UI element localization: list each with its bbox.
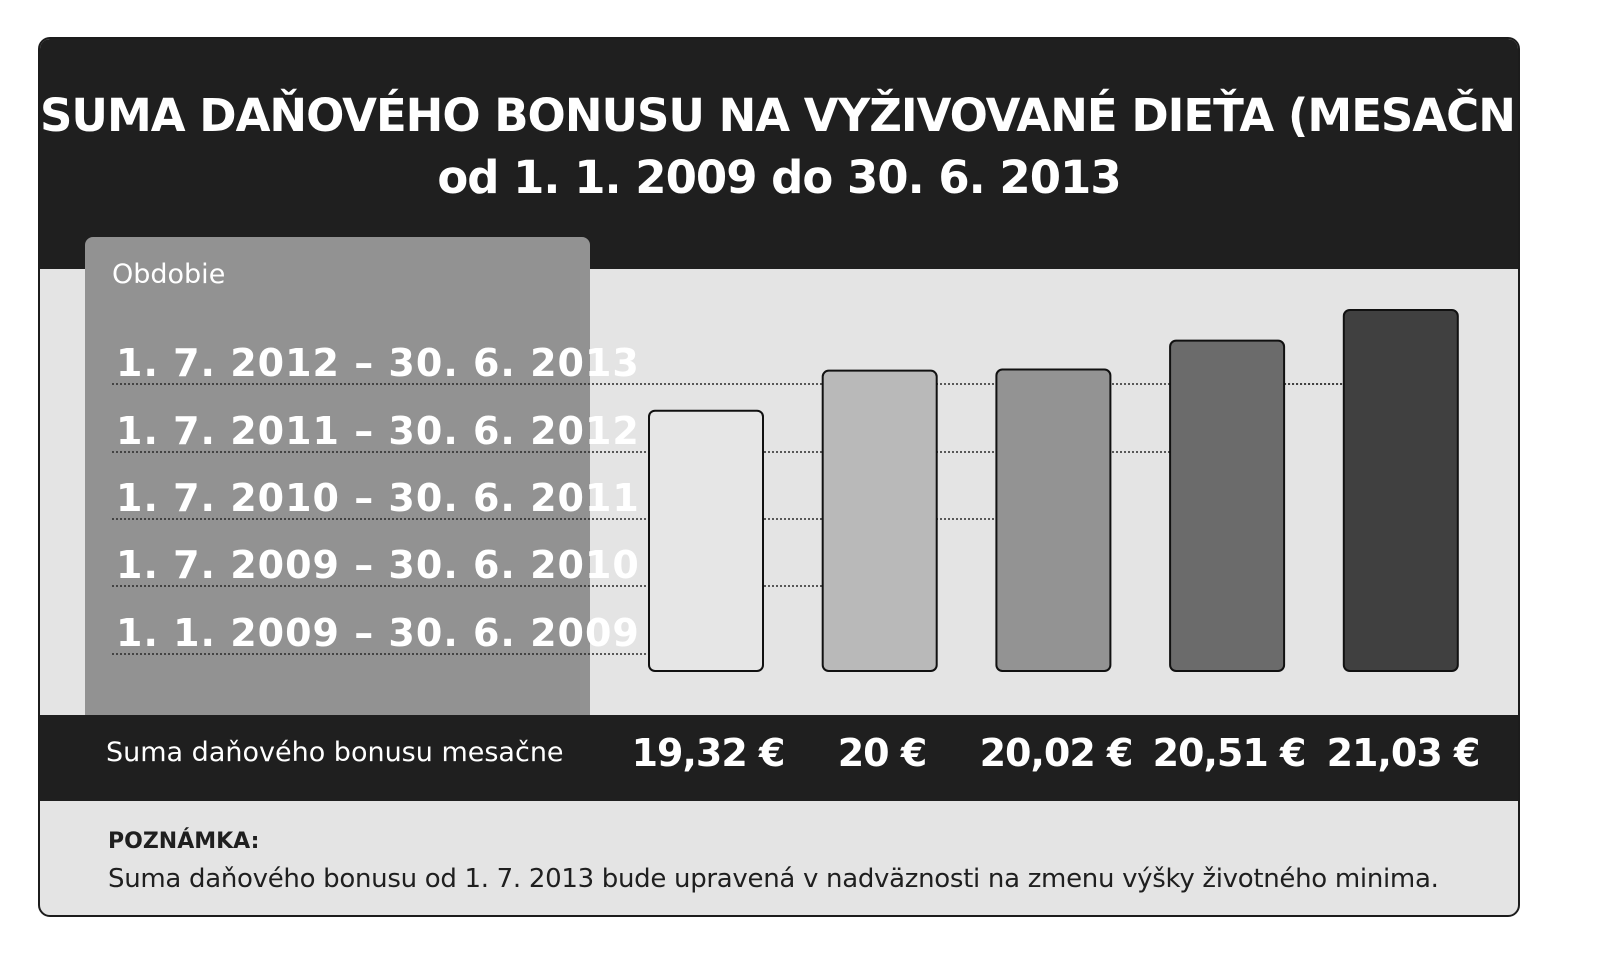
value-label-5: 21,03 €: [1326, 731, 1481, 775]
bar-3: [995, 368, 1112, 672]
chart-card: SUMA DAŇOVÉHO BONUSU NA VYŽIVOVANÉ DIEŤA…: [38, 37, 1520, 917]
value-row: Suma daňového bonusu mesačne 19,32 € 20 …: [40, 715, 1518, 801]
period-label-1: 1. 1. 2009 – 30. 6. 2009: [116, 611, 640, 655]
period-heading: Obdobie: [112, 259, 226, 290]
note-text: Suma daňového bonusu od 1. 7. 2013 bude …: [108, 864, 1439, 894]
chart-subtitle: od 1. 1. 2009 do 30. 6. 2013: [437, 151, 1121, 204]
bar-5: [1342, 309, 1459, 672]
chart-header: SUMA DAŇOVÉHO BONUSU NA VYŽIVOVANÉ DIEŤA…: [40, 39, 1518, 269]
bar-4: [1169, 339, 1286, 672]
period-label-4: 1. 7. 2011 – 30. 6. 2012: [116, 409, 640, 453]
period-label-5: 1. 7. 2012 – 30. 6. 2013: [116, 341, 640, 385]
bar-1: [648, 409, 764, 672]
period-label-2: 1. 7. 2009 – 30. 6. 2010: [116, 543, 640, 587]
bar-chart: 1. 1. 2009 – 30. 6. 2009 1. 7. 2009 – 30.…: [112, 309, 1459, 672]
value-label-2: 20 €: [837, 731, 928, 775]
value-label-1: 19,32 €: [631, 731, 786, 775]
value-label-3: 20,02 €: [979, 731, 1134, 775]
note-heading: POZNÁMKA:: [108, 829, 260, 854]
value-label-4: 20,51 €: [1152, 731, 1307, 775]
period-panel: Obdobie: [85, 237, 590, 721]
chart-title: SUMA DAŇOVÉHO BONUSU NA VYŽIVOVANÉ DIEŤA…: [40, 89, 1520, 142]
bar-2: [821, 369, 938, 672]
period-label-3: 1. 7. 2010 – 30. 6. 2011: [116, 476, 640, 520]
value-row-label: Suma daňového bonusu mesačne: [106, 737, 564, 768]
